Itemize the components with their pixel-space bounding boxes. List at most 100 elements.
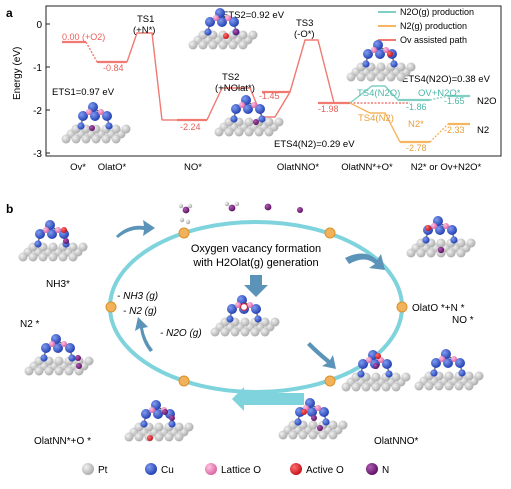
y-tick-1: -1 (33, 63, 42, 74)
val-ts2: -1.45 (259, 91, 280, 101)
legend-cu-swatch (145, 463, 157, 475)
x-tick-olatnn-o: OlatNN*+O* (341, 162, 393, 173)
release-n2o: - N2O (g) (160, 328, 202, 339)
label-n2star: N2* (408, 119, 424, 130)
node-left (105, 301, 117, 313)
label-ts3-sub: (-O*) (294, 29, 315, 40)
panel-a: a Energy (eV) 0 -1 -2 -3 Ov* OlatO* NO* … (6, 5, 502, 173)
val-n2-right: -2.33 (444, 125, 465, 135)
label-ets2: ETS2=0.92 eV (222, 10, 285, 21)
cycle-nodes (105, 227, 408, 387)
legend-a: N2O(g) production N2(g) production Ov as… (378, 7, 474, 45)
x-tick-no: NO* (184, 162, 202, 173)
val-ts4: -2.78 (406, 143, 427, 153)
label-ets4-n2o: ETS4(N2O)=0.38 eV (402, 74, 491, 85)
node-right (396, 301, 408, 313)
inset-structure-ts1 (60, 101, 132, 145)
label-right-n2: N2 (477, 125, 489, 136)
val-olatnn: -1.98 (318, 104, 339, 114)
ts-labels: TS1 (+N*) ETS1=0.97 eV ETS2=0.92 eV TS2 … (52, 10, 497, 150)
n2-path (349, 102, 470, 144)
y-axis-title: Energy (eV) (12, 47, 23, 100)
legend-n: N (382, 465, 389, 476)
release-labels: - NH3 (g) - N2 (g) - N2O (g) (117, 291, 202, 339)
node-bottom-left (178, 375, 190, 387)
label-ets4-n2: ETS4(N2)=0.29 eV (274, 139, 355, 150)
y-tick-0: 0 (36, 20, 42, 31)
cycle-title-1: Oxygen vacancy formation (191, 243, 321, 255)
legend-n2o: N2O(g) production (400, 7, 474, 17)
ov-assisted-path (62, 32, 410, 122)
legend-lattice-o: Lattice O (221, 465, 261, 476)
inset-structure-ts4 (345, 39, 417, 83)
state-nh3: NH3* (46, 279, 70, 290)
legend-b: Pt Cu Lattice O Active O N (82, 463, 389, 476)
release-n2: - N2 (g) (123, 306, 157, 317)
center-structure (209, 294, 281, 338)
y-tick-2: -2 (33, 106, 42, 117)
legend-pt-swatch (82, 463, 94, 475)
arrow-center-down (244, 275, 268, 297)
release-nh3: - NH3 (g) (117, 291, 158, 302)
x-tick-olato: OlatO* (98, 162, 127, 173)
node-top-left (178, 227, 190, 239)
label-ts2: TS2 (222, 72, 239, 83)
val-n2o-right: -1.65 (444, 96, 465, 106)
panel-b-label: b (6, 202, 13, 216)
arrow-left (135, 317, 153, 352)
state-no: NO * (452, 315, 474, 326)
legend-lattice-o-swatch (205, 463, 217, 475)
structure-olatnn-o (123, 399, 195, 443)
label-ets1: ETS1=0.97 eV (52, 87, 115, 98)
structure-nh3 (17, 219, 89, 263)
cycle-title-2: with H2Olat(g) generation (192, 257, 318, 269)
label-right-n2o: N2O (477, 96, 497, 107)
node-top-right (324, 227, 336, 239)
plot-frame (45, 5, 502, 157)
y-ticks: 0 -1 -2 -3 (33, 20, 50, 160)
x-tick-ov: Ov* (70, 162, 86, 173)
vacancy-site (240, 303, 248, 311)
inset-structure-no (213, 94, 285, 138)
state-olatnno: OlatNNO* (374, 436, 419, 447)
val-n2o-ov: -1.86 (406, 102, 427, 112)
state-olatnn-o: OlatNN*+O * (34, 436, 91, 447)
label-ov-n2o: OV+N2O* (418, 88, 461, 99)
x-tick-n2-ov: N2* or Ov+N2O* (411, 162, 482, 173)
panel-a-label: a (6, 6, 13, 20)
legend-ov: Ov assisted path (400, 35, 467, 45)
legend-active-o-swatch (290, 463, 302, 475)
arrow-bottom (232, 387, 304, 411)
state-n2: N2 * (20, 319, 40, 330)
flow-arrows (116, 220, 385, 369)
label-ts2-sub: (+NOlat*) (215, 83, 255, 94)
node-bottom-right (324, 375, 336, 387)
y-tick-3: -3 (33, 149, 42, 160)
structure-no (413, 348, 485, 392)
x-ticks: Ov* OlatO* NO* OlatNNO* OlatNN*+O* N2* o… (70, 162, 481, 173)
label-ts3: TS3 (296, 18, 313, 29)
val-ov: 0.00 (+O2) (62, 32, 105, 42)
arrow-top-left (116, 220, 155, 238)
structure-n2 (23, 333, 95, 377)
label-ts1: TS1 (137, 14, 154, 25)
n2o-path (349, 85, 470, 104)
energy-values: 0.00 (+O2) -0.84 -2.24 -1.45 -1.98 -1.86… (62, 32, 465, 153)
water-molecules (178, 201, 303, 225)
x-tick-olatnno: OlatNNO* (277, 162, 320, 173)
legend-n-swatch (366, 463, 378, 475)
label-ts1-sub: (+N*) (133, 25, 155, 36)
label-ts4-n2o: TS4(N2O) (357, 88, 400, 99)
legend-pt: Pt (98, 465, 108, 476)
state-olato-n: OlatO *+N * (412, 303, 465, 314)
val-no: -2.24 (180, 122, 201, 132)
label-ts4-n2: TS4(N2) (358, 113, 394, 124)
panel-b: b Oxygen vacancy formation with H2Olat(g… (6, 201, 485, 476)
legend-cu: Cu (161, 465, 174, 476)
legend-active-o: Active O (306, 465, 344, 476)
legend-n2: N2(g) production (400, 21, 467, 31)
val-olat: -0.84 (103, 63, 124, 73)
arrow-top-right (345, 253, 385, 270)
